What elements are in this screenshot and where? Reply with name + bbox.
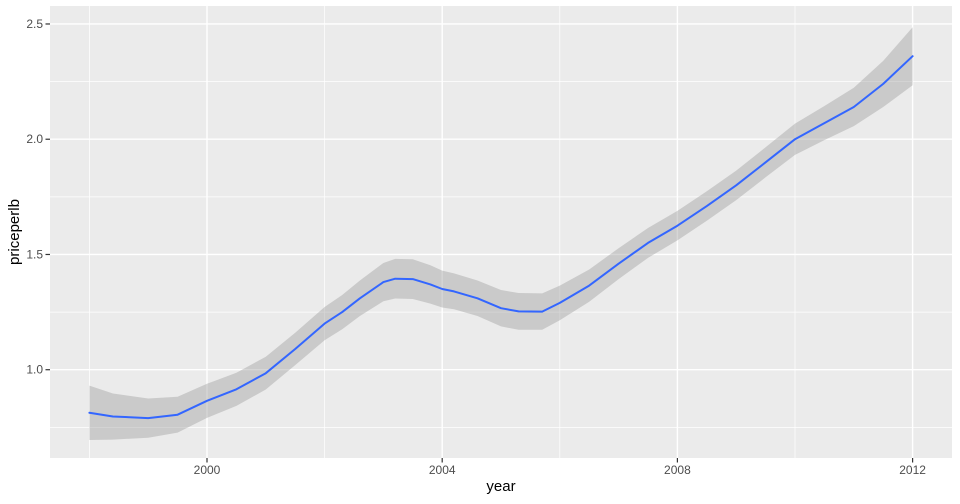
x-axis-title: year [486,478,516,495]
y-axis-title: priceperlb [6,199,23,265]
smooth-line [88,55,914,420]
y-tick-label: 2.0 [26,132,43,146]
x-tick-label: 2000 [194,463,221,477]
confidence-band [89,27,913,440]
y-tick-label: 2.5 [26,17,43,31]
x-tick-label: 2004 [429,463,456,477]
x-tick-label: 2012 [899,463,926,477]
y-tick-label: 1.5 [26,247,43,261]
y-tick-label: 1.0 [26,363,43,377]
plot-panel [50,6,952,458]
x-tick-label: 2008 [664,463,691,477]
